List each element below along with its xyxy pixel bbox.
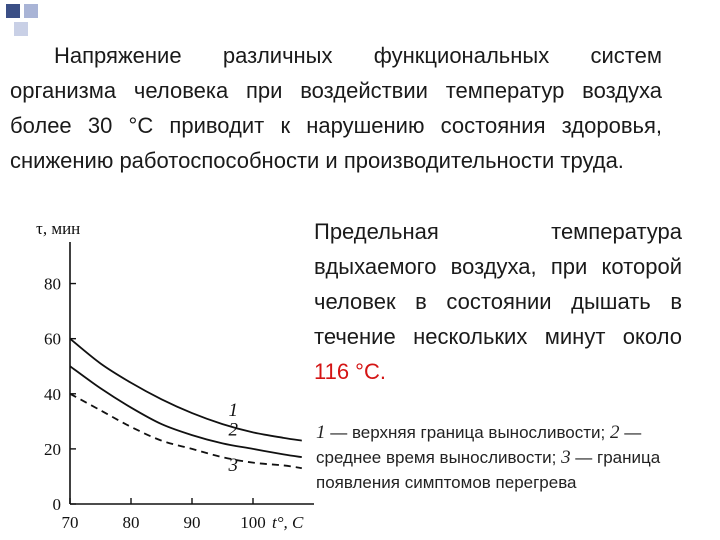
curve-label-3: 3 [228,455,239,476]
limit-temperature-note: Предельная температура вдыхаемого воздух… [314,214,682,389]
legend-text-3: — граница появления симптомов перегрева [316,448,661,492]
bullet-square-dark [6,4,20,18]
curve-2 [69,365,302,459]
y-axis-title: τ, мин [36,219,80,238]
legend-num-2: 2 [609,422,620,443]
y-tick-label-60: 60 [44,330,61,349]
curve-3 [69,392,302,470]
bullet-square-light-2 [14,22,28,36]
x-axis-title: t°, С [272,513,304,532]
y-tick-label-20: 20 [44,440,61,459]
chart-legend: 1 — верхняя граница выносливости; 2 — ср… [316,420,688,495]
curve-label-2: 2 [229,419,239,440]
legend-text-1: — верхняя граница выносливости; [325,423,610,442]
curve-label-1: 1 [229,400,239,421]
x-tick-label-80: 80 [123,513,140,532]
y-tick-label-40: 40 [44,385,61,404]
chart-svg: 0 20 40 60 80 70 80 90 100 τ, мин t°, С 12 3 [36,219,314,532]
slide-bullet-decoration [6,4,46,40]
bullet-square-light [24,4,38,18]
intro-paragraph: Напряжение различных функциональных сист… [10,38,662,178]
legend-num-3: 3 [561,447,571,468]
note-text: Предельная температура вдыхаемого воздух… [314,219,682,349]
legend-text-2: — среднее время выносливости; [316,423,642,467]
y-tick-label-0: 0 [53,495,62,514]
note-highlight: 116 °С. [314,359,386,384]
y-tick-label-80: 80 [44,275,61,294]
x-tick-label-90: 90 [184,513,201,532]
legend-num-1: 1 [316,422,326,443]
curve-1 [69,337,302,442]
x-tick-label-70: 70 [62,513,79,532]
x-tick-label-100: 100 [240,513,266,532]
intro-text: Напряжение различных функциональных сист… [10,43,662,173]
